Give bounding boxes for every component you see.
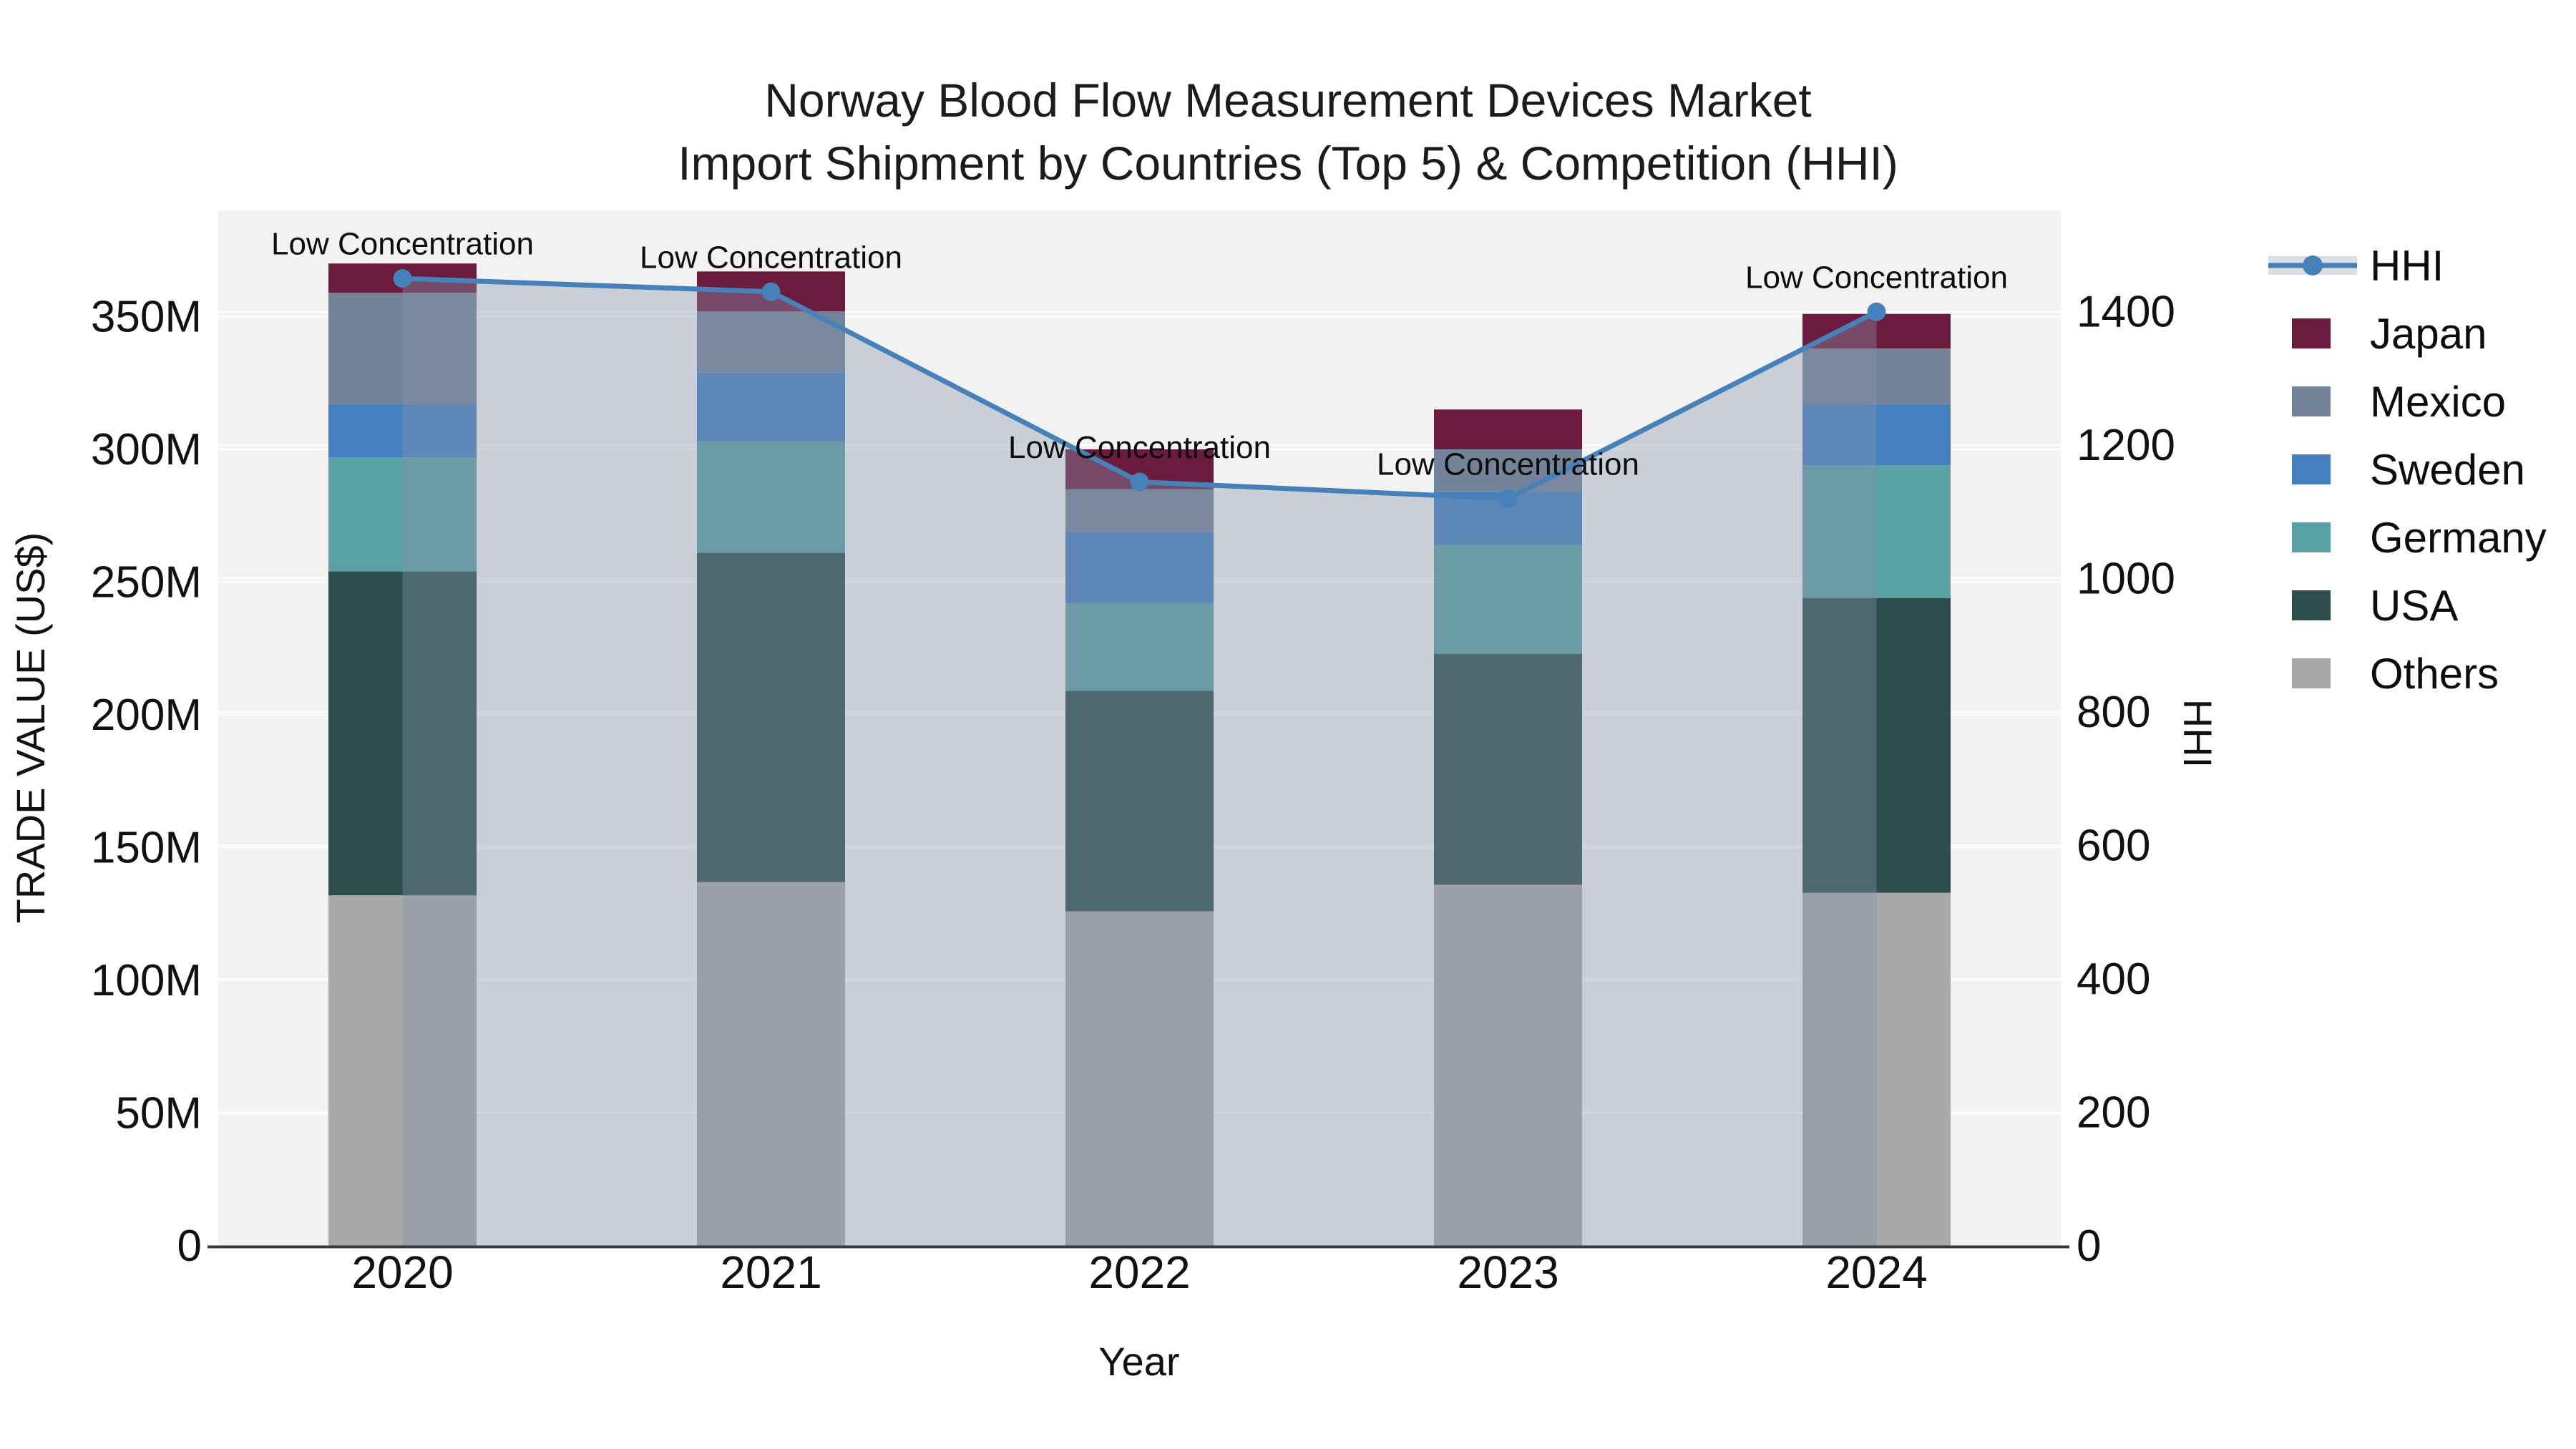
legend-item-japan[interactable]: Japan bbox=[2292, 310, 2487, 358]
bar-segment-germany-2023 bbox=[1434, 545, 1582, 654]
hhi-marker-2020 bbox=[393, 269, 412, 288]
y-left-tick-label: 250M bbox=[91, 557, 202, 607]
legend-item-others[interactable]: Others bbox=[2292, 650, 2499, 698]
y-right-tick-label: 600 bbox=[2077, 821, 2150, 871]
x-axis-title: Year bbox=[1098, 1339, 1179, 1384]
legend-item-hhi[interactable]: HHI bbox=[2268, 242, 2444, 290]
annotation-2023: Low Concentration bbox=[1377, 447, 1639, 482]
x-tick-label-2020: 2020 bbox=[351, 1246, 453, 1298]
bar-segment-others-2020 bbox=[328, 895, 477, 1246]
hhi-area-fill bbox=[402, 278, 1877, 1246]
legend-swatch-usa bbox=[2292, 590, 2331, 620]
annotation-2021: Low Concentration bbox=[640, 240, 902, 275]
annotation-2024: Low Concentration bbox=[1745, 260, 2008, 295]
legend-item-sweden[interactable]: Sweden bbox=[2292, 446, 2525, 494]
x-tick-label-2022: 2022 bbox=[1088, 1246, 1190, 1298]
bar-segment-others-2021 bbox=[697, 882, 845, 1246]
chart-subtitle: Import Shipment by Countries (Top 5) & C… bbox=[678, 137, 1898, 190]
hhi-marker-2023 bbox=[1498, 489, 1518, 508]
y-right-tick-label: 800 bbox=[2077, 688, 2150, 737]
hhi-marker-2021 bbox=[761, 282, 781, 301]
chart-title: Norway Blood Flow Measurement Devices Ma… bbox=[764, 74, 1812, 127]
legend-label-japan: Japan bbox=[2370, 310, 2487, 358]
x-tick-label-2023: 2023 bbox=[1457, 1246, 1558, 1298]
x-tick-label-2024: 2024 bbox=[1825, 1246, 1927, 1298]
bar-segment-germany-2021 bbox=[697, 441, 845, 553]
bar-segment-usa-2022 bbox=[1065, 691, 1214, 912]
y-right-tick-label: 400 bbox=[2077, 955, 2150, 1004]
legend-item-mexico[interactable]: Mexico bbox=[2292, 378, 2506, 426]
annotation-2020: Low Concentration bbox=[271, 227, 534, 262]
legend-label-germany: Germany bbox=[2370, 514, 2547, 562]
y-left-tick-label: 50M bbox=[115, 1088, 202, 1138]
bar-segment-japan-2023 bbox=[1434, 409, 1582, 449]
legend-item-germany[interactable]: Germany bbox=[2292, 514, 2547, 562]
y-right-tick-label: 0 bbox=[2077, 1221, 2101, 1271]
legend-swatch-mexico bbox=[2292, 386, 2331, 416]
legend-swatch-germany bbox=[2292, 522, 2331, 552]
y-axis-title-right: HHI bbox=[2175, 699, 2220, 768]
bar-segment-others-2023 bbox=[1434, 884, 1582, 1246]
y-left-tick-label: 200M bbox=[91, 691, 202, 740]
bar-segment-mexico-2024 bbox=[1802, 348, 1951, 404]
annotation-2022: Low Concentration bbox=[1008, 430, 1271, 465]
bar-segment-usa-2024 bbox=[1802, 597, 1951, 893]
bar-segment-usa-2020 bbox=[328, 571, 477, 896]
legend-label-hhi: HHI bbox=[2370, 242, 2444, 290]
bar-segment-germany-2024 bbox=[1802, 465, 1951, 598]
bar-segment-others-2024 bbox=[1802, 892, 1951, 1246]
bar-segment-sweden-2020 bbox=[328, 404, 477, 458]
y-left-tick-label: 100M bbox=[91, 956, 202, 1005]
y-right-tick-label: 1200 bbox=[2077, 421, 2175, 470]
y-right-tick-label: 1000 bbox=[2077, 555, 2175, 604]
hhi-marker-2024 bbox=[1867, 302, 1886, 321]
legend-item-usa[interactable]: USA bbox=[2292, 582, 2458, 630]
y-left-tick-label: 0 bbox=[177, 1221, 202, 1271]
legend-label-sweden: Sweden bbox=[2370, 446, 2525, 494]
bar-segment-germany-2020 bbox=[328, 457, 477, 572]
bar-segment-usa-2023 bbox=[1434, 653, 1582, 885]
bar-segment-mexico-2023 bbox=[1434, 449, 1582, 492]
bar-segment-sweden-2021 bbox=[697, 372, 845, 441]
x-tick-label-2021: 2021 bbox=[720, 1246, 821, 1298]
bar-segment-usa-2021 bbox=[697, 552, 845, 882]
legend-swatch-others bbox=[2292, 658, 2331, 688]
bar-segment-mexico-2020 bbox=[328, 293, 477, 404]
legend-label-mexico: Mexico bbox=[2370, 378, 2506, 426]
y-axis-title-left: TRADE VALUE (US$) bbox=[8, 532, 53, 924]
bar-segment-mexico-2021 bbox=[697, 311, 845, 373]
legend-swatch-sweden bbox=[2292, 454, 2331, 484]
y-right-tick-label: 200 bbox=[2077, 1088, 2150, 1138]
y-left-tick-label: 350M bbox=[91, 292, 202, 341]
legend: HHI Japan Mexico Sweden Germany USA Others bbox=[2268, 242, 2547, 698]
legend-hhi-marker bbox=[2303, 255, 2323, 275]
legend-label-others: Others bbox=[2370, 650, 2499, 698]
bar-segment-germany-2022 bbox=[1065, 603, 1214, 691]
legend-label-usa: USA bbox=[2370, 582, 2458, 630]
bar-segment-sweden-2022 bbox=[1065, 531, 1214, 604]
legend-swatch-japan bbox=[2292, 318, 2331, 348]
bar-segment-mexico-2022 bbox=[1065, 489, 1214, 532]
y-left-tick-label: 150M bbox=[91, 823, 202, 872]
plot-layer: Low Concentration Low Concentration Low Co… bbox=[91, 210, 2175, 1298]
bar-segment-sweden-2024 bbox=[1802, 404, 1951, 466]
bar-segment-others-2022 bbox=[1065, 911, 1214, 1246]
y-right-tick-label: 1400 bbox=[2077, 288, 2175, 337]
hhi-marker-2022 bbox=[1130, 472, 1149, 492]
y-left-tick-label: 300M bbox=[91, 425, 202, 474]
